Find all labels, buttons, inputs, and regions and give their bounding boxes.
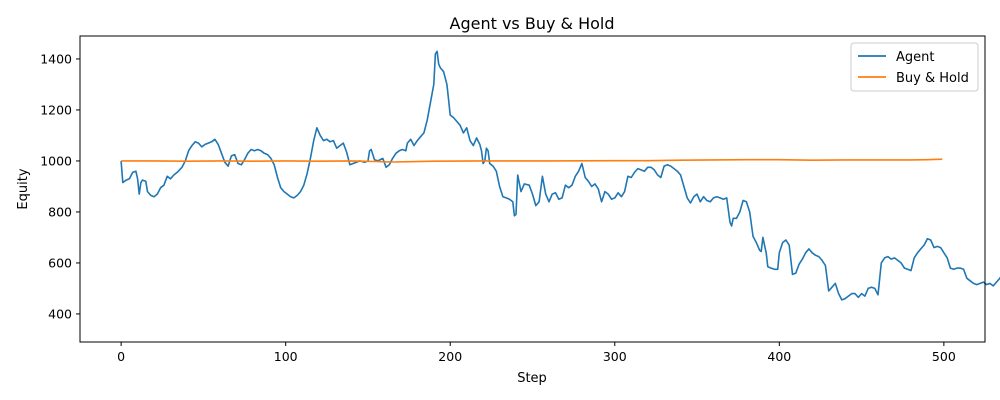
y-tick-label: 1000 [40, 153, 72, 168]
x-tick-label: 500 [932, 349, 956, 364]
x-axis-label: Step [517, 371, 547, 386]
legend-label-agent: Agent [896, 50, 934, 65]
series-lines [120, 50, 1000, 301]
x-tick-label: 0 [117, 349, 125, 364]
y-tick-label: 800 [48, 204, 72, 219]
legend: Agent Buy & Hold [850, 42, 979, 92]
x-tick-label: 100 [274, 349, 298, 364]
y-tick-label: 1400 [40, 51, 72, 66]
chart-title: Agent vs Buy & Hold [450, 14, 615, 33]
x-axis: 0 100 200 300 400 500 [117, 342, 956, 364]
y-tick-label: 600 [48, 255, 72, 270]
legend-box [850, 42, 979, 92]
x-tick-label: 200 [438, 349, 462, 364]
series-line-agent [120, 50, 1000, 301]
y-axis-label: Equity [16, 168, 31, 209]
y-tick-label: 400 [48, 306, 72, 321]
x-tick-label: 400 [767, 349, 791, 364]
series-line-buy-hold [121, 158, 943, 163]
y-axis: 400 600 800 1000 1200 1400 [40, 51, 80, 321]
x-tick-label: 300 [603, 349, 627, 364]
plot-frame [79, 35, 986, 343]
legend-label-buy-hold: Buy & Hold [896, 71, 969, 86]
y-tick-label: 1200 [40, 102, 72, 117]
